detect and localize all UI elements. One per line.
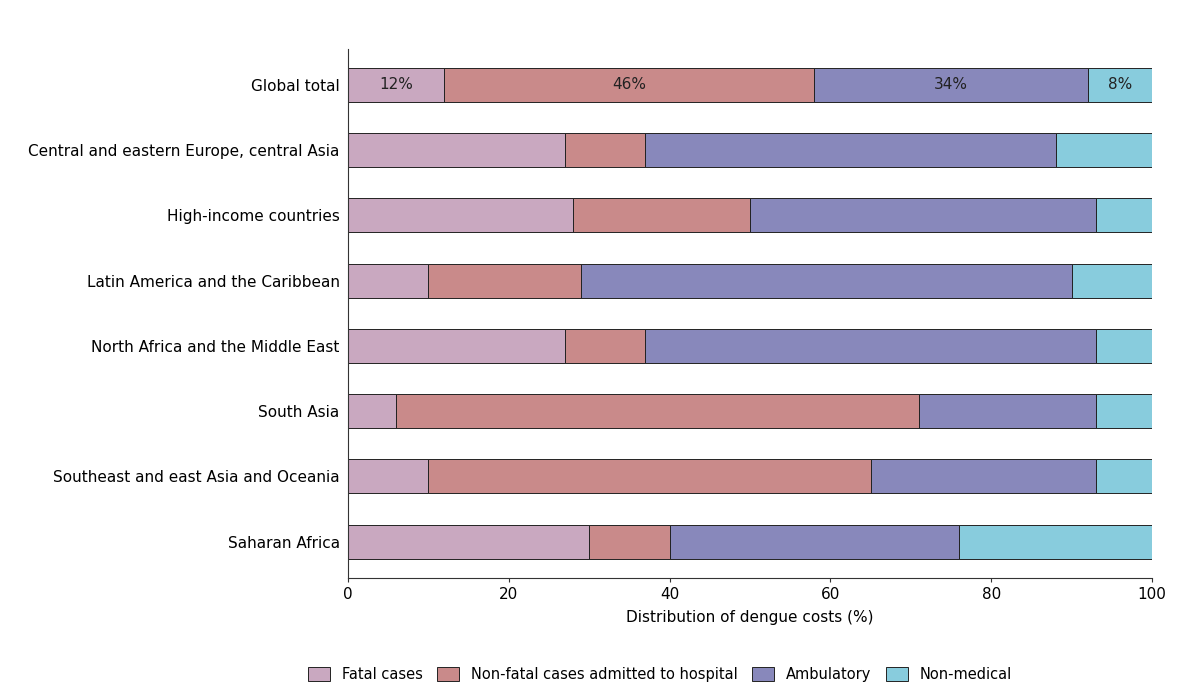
Bar	[1096, 198, 1152, 232]
Text: 12%: 12%	[379, 77, 413, 92]
Bar	[348, 198, 574, 232]
Bar	[1087, 68, 1152, 102]
Bar	[1096, 394, 1152, 428]
Bar	[1056, 133, 1152, 167]
Bar	[1072, 264, 1152, 297]
Bar	[565, 133, 646, 167]
Bar	[348, 459, 428, 493]
Bar	[348, 264, 428, 297]
Bar	[348, 525, 589, 559]
Bar	[428, 264, 581, 297]
Bar	[444, 68, 815, 102]
Bar	[959, 525, 1152, 559]
Text: 34%: 34%	[934, 77, 968, 92]
Bar	[646, 329, 1096, 363]
Bar	[348, 68, 444, 102]
Bar	[919, 394, 1096, 428]
Bar	[646, 133, 1056, 167]
Bar	[348, 394, 396, 428]
Text: 46%: 46%	[612, 77, 647, 92]
Bar	[871, 459, 1096, 493]
Bar	[1096, 459, 1152, 493]
Legend: Fatal cases, Non-fatal cases admitted to hospital, Ambulatory, Non-medical: Fatal cases, Non-fatal cases admitted to…	[308, 667, 1012, 682]
Bar	[574, 198, 750, 232]
X-axis label: Distribution of dengue costs (%): Distribution of dengue costs (%)	[626, 610, 874, 625]
Bar	[565, 329, 646, 363]
Bar	[428, 459, 871, 493]
Bar	[581, 264, 1072, 297]
Bar	[1096, 329, 1152, 363]
Bar	[396, 394, 919, 428]
Bar	[589, 525, 670, 559]
Bar	[348, 329, 565, 363]
Bar	[348, 133, 565, 167]
Text: 8%: 8%	[1108, 77, 1132, 92]
Bar	[750, 198, 1096, 232]
Bar	[815, 68, 1087, 102]
Bar	[670, 525, 959, 559]
